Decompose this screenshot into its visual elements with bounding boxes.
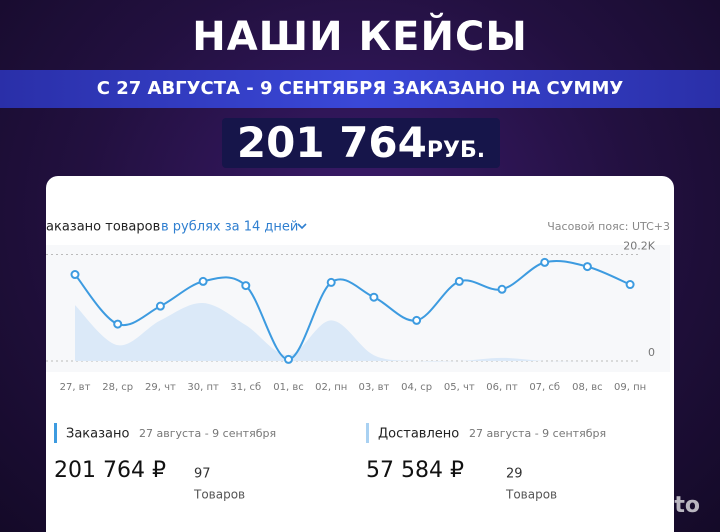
period-select[interactable]: в рублях за 14 дней <box>161 220 298 235</box>
x-tick-label: 30, пт <box>187 382 219 393</box>
x-tick-label: 07, сб <box>529 382 560 393</box>
stat-bar <box>366 423 369 443</box>
x-tick-label: 04, ср <box>401 382 432 393</box>
x-tick-label: 08, вс <box>572 382 602 393</box>
title: НАШИ КЕЙСЫ <box>192 14 528 60</box>
y-tick-label: 20.2K <box>623 239 655 252</box>
stat-label: Заказано <box>66 427 129 442</box>
amount-box: 201 764РУБ. <box>222 118 500 168</box>
x-tick-label: 31, сб <box>230 382 261 393</box>
point <box>625 280 635 290</box>
point <box>582 262 592 272</box>
x-tick-label: 28, ср <box>102 382 133 393</box>
stat-sum: 201 764 ₽ <box>54 458 166 483</box>
chevron[interactable] <box>297 223 307 230</box>
point <box>326 277 336 287</box>
area <box>75 302 631 362</box>
stat-bar <box>54 423 57 443</box>
x-tick-label: 29, чт <box>145 382 176 393</box>
point <box>540 257 550 267</box>
stat-period: 27 августа - 9 сентября <box>469 427 606 440</box>
point <box>70 270 80 280</box>
stat-unit: Товаров <box>193 488 245 502</box>
x-tick-label: 09, пн <box>614 382 646 393</box>
amount: 201 764 <box>236 118 427 167</box>
x-tick-label: 27, вт <box>60 382 91 393</box>
watermark: Avito <box>636 493 700 518</box>
stat-label: Доставлено <box>378 427 459 442</box>
point <box>497 284 507 294</box>
x-tick-label: 01, вс <box>273 382 303 393</box>
point <box>198 276 208 286</box>
timezone: Часовой пояс: UTC+3 <box>547 220 670 233</box>
stat-unit: Товаров <box>505 488 557 502</box>
x-tick-label: 03, вт <box>358 382 389 393</box>
x-tick-label: 06, пт <box>486 382 518 393</box>
stat-count: 29 <box>506 467 523 482</box>
point <box>284 354 293 364</box>
y-tick-label: 0 <box>648 346 655 359</box>
x-tick-label: 05, чт <box>444 382 475 393</box>
stat-sum: 57 584 ₽ <box>366 458 464 483</box>
currency: РУБ. <box>426 138 486 163</box>
stat-count: 97 <box>194 467 211 482</box>
point <box>369 292 379 302</box>
x-tick-label: 02, пн <box>315 382 347 393</box>
point <box>241 281 251 291</box>
point <box>113 319 123 329</box>
point <box>454 276 464 286</box>
subtitle: С 27 АВГУСТА - 9 СЕНТЯБРЯ ЗАКАЗАНО НА СУ… <box>96 78 624 99</box>
banner <box>0 70 720 108</box>
stat-period: 27 августа - 9 сентября <box>139 427 276 440</box>
chart-title: аказано товаров <box>46 220 160 235</box>
point <box>412 315 422 325</box>
point <box>155 301 165 311</box>
